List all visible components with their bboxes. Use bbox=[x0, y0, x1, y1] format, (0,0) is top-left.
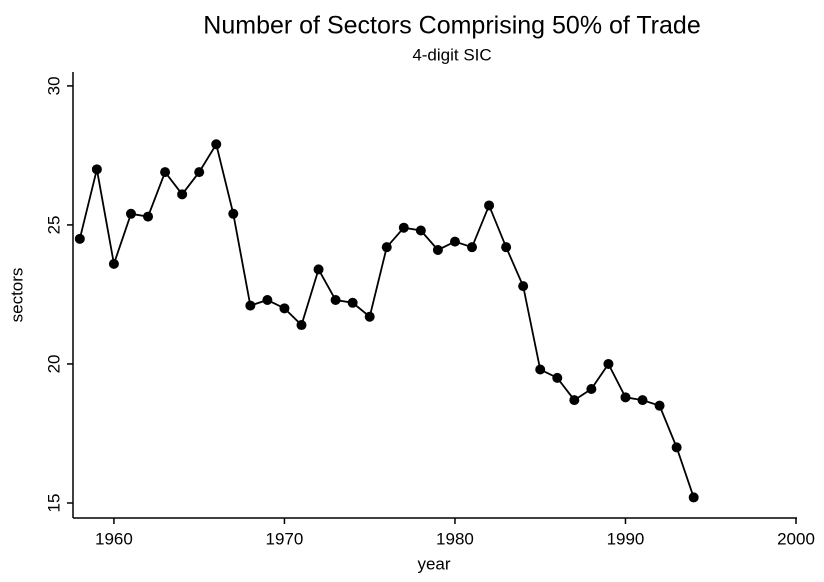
marker bbox=[552, 372, 563, 383]
marker bbox=[74, 233, 85, 244]
marker bbox=[279, 303, 290, 314]
marker bbox=[108, 258, 119, 269]
marker bbox=[398, 222, 409, 233]
marker bbox=[620, 392, 631, 403]
marker bbox=[91, 164, 102, 175]
marker bbox=[211, 139, 222, 150]
marker bbox=[160, 167, 171, 178]
marker bbox=[467, 242, 478, 253]
marker bbox=[347, 297, 358, 308]
marker bbox=[603, 358, 614, 369]
marker bbox=[518, 281, 529, 292]
x-tick-label: 1970 bbox=[266, 529, 304, 548]
marker bbox=[501, 242, 512, 253]
chart-title: Number of Sectors Comprising 50% of Trad… bbox=[203, 12, 700, 40]
marker bbox=[330, 295, 341, 306]
marker bbox=[381, 242, 392, 253]
marker bbox=[262, 295, 273, 306]
marker bbox=[432, 244, 443, 255]
marker bbox=[177, 189, 188, 200]
marker bbox=[228, 208, 239, 219]
marker bbox=[671, 442, 682, 453]
x-axis-label: year bbox=[417, 554, 450, 573]
y-tick-label: 20 bbox=[44, 354, 63, 373]
y-axis-label: sectors bbox=[7, 268, 26, 323]
y-tick-label: 25 bbox=[44, 215, 63, 234]
x-tick-label: 2000 bbox=[777, 529, 815, 548]
marker bbox=[569, 395, 580, 406]
marker bbox=[654, 400, 665, 411]
marker bbox=[586, 383, 597, 394]
marker bbox=[484, 200, 495, 211]
y-tick-label: 30 bbox=[44, 76, 63, 95]
marker bbox=[364, 311, 375, 322]
marker bbox=[194, 167, 205, 178]
marker bbox=[688, 492, 699, 503]
marker bbox=[449, 236, 460, 247]
x-tick-label: 1960 bbox=[95, 529, 133, 548]
marker bbox=[637, 395, 648, 406]
marker bbox=[125, 208, 136, 219]
marker bbox=[143, 211, 154, 222]
x-tick-label: 1990 bbox=[607, 529, 645, 548]
y-tick-label: 15 bbox=[44, 494, 63, 513]
line bbox=[78, 141, 695, 498]
x-tick-label: 1980 bbox=[436, 529, 474, 548]
marker bbox=[245, 300, 256, 311]
chart-subtitle: 4-digit SIC bbox=[412, 45, 491, 64]
marker bbox=[415, 225, 426, 236]
marker bbox=[535, 364, 546, 375]
marker bbox=[313, 264, 324, 275]
marker bbox=[296, 320, 307, 331]
